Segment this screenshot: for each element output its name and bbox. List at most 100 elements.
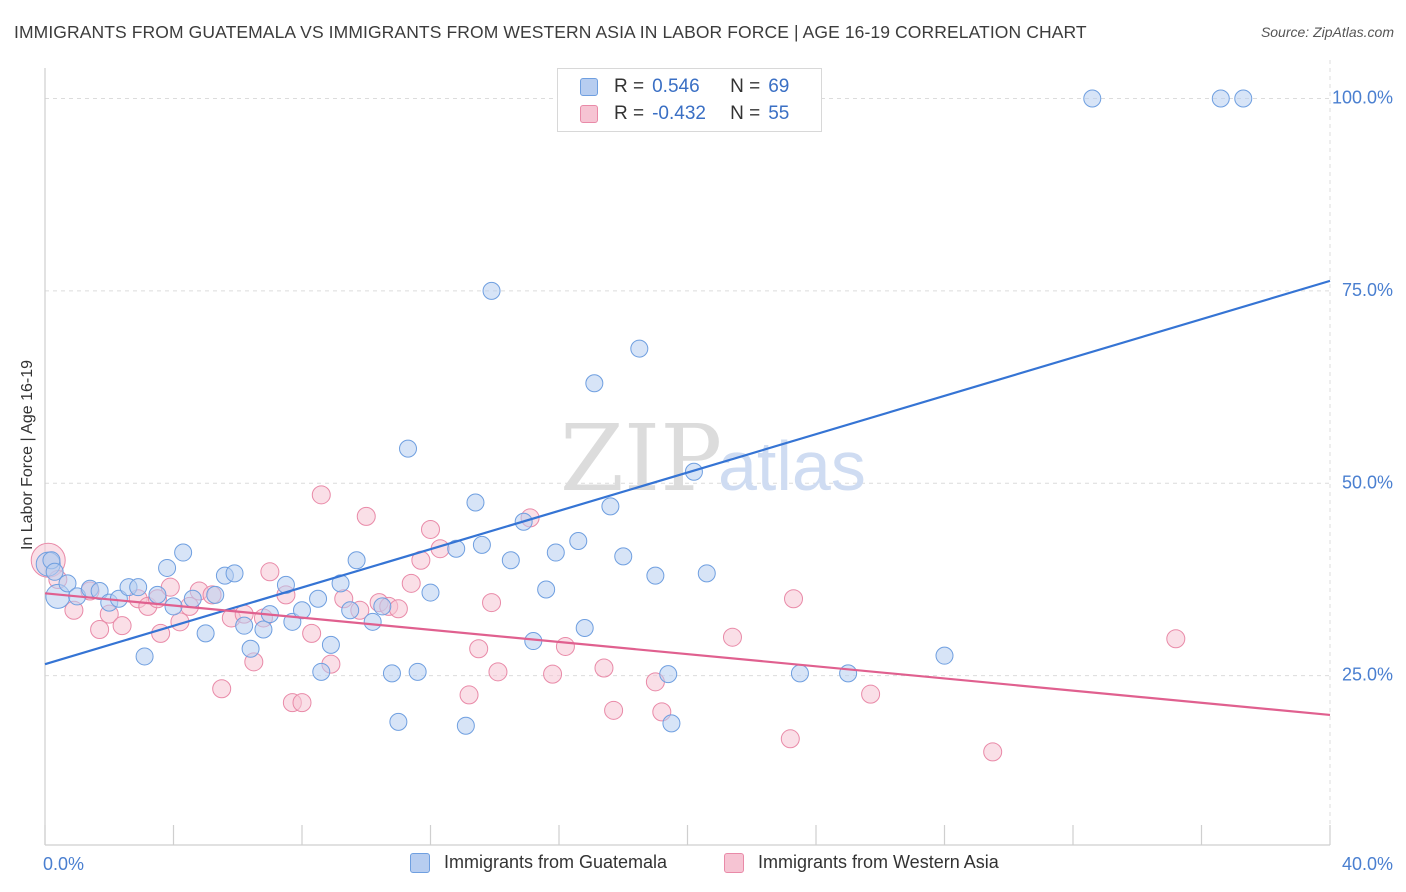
data-point-guatemala (839, 664, 858, 683)
data-point-western-asia (356, 506, 376, 526)
data-point-guatemala (1211, 89, 1230, 108)
data-point-western-asia (311, 485, 331, 505)
data-point-guatemala (174, 543, 193, 562)
data-point-western-asia (722, 627, 742, 647)
data-point-guatemala (575, 618, 594, 637)
trend-line-guatemala (44, 279, 1331, 666)
data-point-guatemala (309, 589, 328, 608)
data-point-guatemala (254, 620, 273, 639)
legend-row-western-asia: R = -0.432 N = 55 (580, 102, 789, 126)
data-point-western-asia (983, 742, 1003, 762)
data-point-guatemala (45, 562, 64, 581)
data-point-guatemala (447, 539, 466, 558)
data-point-western-asia (555, 636, 575, 656)
data-point-guatemala (225, 564, 244, 583)
data-point-guatemala (546, 543, 565, 562)
data-point-guatemala (659, 665, 678, 684)
data-point-guatemala (196, 624, 215, 643)
data-point-guatemala (382, 664, 401, 683)
data-point-guatemala (466, 493, 485, 512)
data-point-guatemala (472, 535, 491, 554)
data-point-western-asia (421, 519, 440, 539)
trend-line-western-asia (44, 592, 1331, 717)
data-point-guatemala (569, 532, 588, 551)
data-point-guatemala (389, 712, 408, 731)
data-point-guatemala (935, 646, 954, 665)
data-point-guatemala (158, 558, 177, 577)
data-point-guatemala (148, 585, 167, 604)
legend-n-label: N = (730, 76, 761, 97)
x-tick-label: 0.0% (43, 854, 84, 874)
legend-swatch-western-asia (724, 852, 744, 873)
data-point-western-asia (784, 589, 804, 609)
trend-lines (44, 279, 1331, 717)
data-point-western-asia (459, 685, 479, 705)
legend-r-value: 0.546 (652, 76, 700, 97)
series-legend: Immigrants from Guatemala Immigrants fro… (0, 852, 1406, 876)
correlation-legend: R = 0.546 N = 69 R = -0.432 N = 55 (557, 68, 822, 132)
data-point-guatemala (331, 574, 350, 593)
legend-n-label: N = (730, 103, 761, 124)
data-point-guatemala (421, 583, 440, 602)
data-point-guatemala (399, 439, 418, 458)
data-point-western-asia (112, 616, 132, 636)
legend-r-label: R = (614, 76, 645, 97)
data-point-guatemala (646, 566, 665, 585)
data-point-guatemala (129, 578, 148, 597)
data-point-western-asia (1166, 629, 1186, 649)
data-point-guatemala (241, 639, 260, 658)
data-point-guatemala (456, 716, 475, 735)
data-point-western-asia (594, 658, 614, 678)
data-point-guatemala (662, 714, 681, 733)
data-point-western-asia (292, 693, 312, 713)
data-point-western-asia (469, 639, 489, 659)
data-point-guatemala (347, 551, 366, 570)
legend-item-western-asia: Immigrants from Western Asia (724, 852, 999, 873)
data-point-guatemala (341, 601, 360, 620)
data-point-guatemala (408, 662, 427, 681)
source-credit: Source: ZipAtlas.com (1260, 24, 1394, 40)
y-tick-label: 50.0% (1342, 472, 1393, 492)
legend-swatch-western-asia (580, 105, 598, 123)
data-point-guatemala (235, 616, 254, 635)
watermark: ZIP atlas (560, 405, 866, 512)
legend-label-western-asia: Immigrants from Western Asia (758, 852, 999, 872)
data-point-western-asia (260, 562, 280, 582)
data-point-western-asia (388, 599, 408, 619)
data-point-guatemala (363, 612, 382, 631)
tick-labels: 25.0% 50.0% 75.0% 100.0% 0.0% 40.0% (43, 87, 1393, 874)
data-point-guatemala (482, 281, 501, 300)
data-point-guatemala (206, 585, 225, 604)
data-point-western-asia (482, 593, 502, 613)
y-tick-label: 25.0% (1342, 665, 1393, 685)
data-point-guatemala (585, 374, 604, 393)
chart-title: IMMIGRANTS FROM GUATEMALA VS IMMIGRANTS … (14, 22, 1087, 42)
legend-r-value: -0.432 (652, 103, 706, 124)
y-tick-label: 100.0% (1332, 87, 1393, 107)
legend-swatch-guatemala (410, 852, 430, 873)
data-point-western-asia (861, 684, 881, 704)
data-point-western-asia (401, 573, 421, 593)
data-point-western-asia (90, 620, 110, 640)
data-point-guatemala (183, 589, 202, 608)
data-point-western-asia (604, 700, 624, 720)
data-point-western-asia (780, 729, 800, 749)
data-point-guatemala (58, 574, 77, 593)
data-point-guatemala (321, 635, 340, 654)
data-point-guatemala (373, 597, 392, 616)
data-point-guatemala (790, 664, 809, 683)
x-tick-label: 40.0% (1342, 854, 1393, 874)
legend-r-label: R = (614, 103, 645, 124)
series-guatemala-points (35, 89, 1253, 735)
data-point-western-asia (302, 623, 322, 643)
axes (44, 68, 1331, 846)
legend-n-value: 69 (768, 76, 790, 97)
data-point-guatemala (614, 547, 633, 566)
data-point-guatemala (312, 662, 331, 681)
data-point-guatemala (697, 564, 716, 583)
y-tick-label: 75.0% (1342, 280, 1393, 300)
data-point-guatemala (630, 339, 649, 358)
legend-label-guatemala: Immigrants from Guatemala (444, 852, 668, 872)
watermark-zip: ZIP (560, 405, 722, 512)
data-point-guatemala (1234, 89, 1253, 108)
